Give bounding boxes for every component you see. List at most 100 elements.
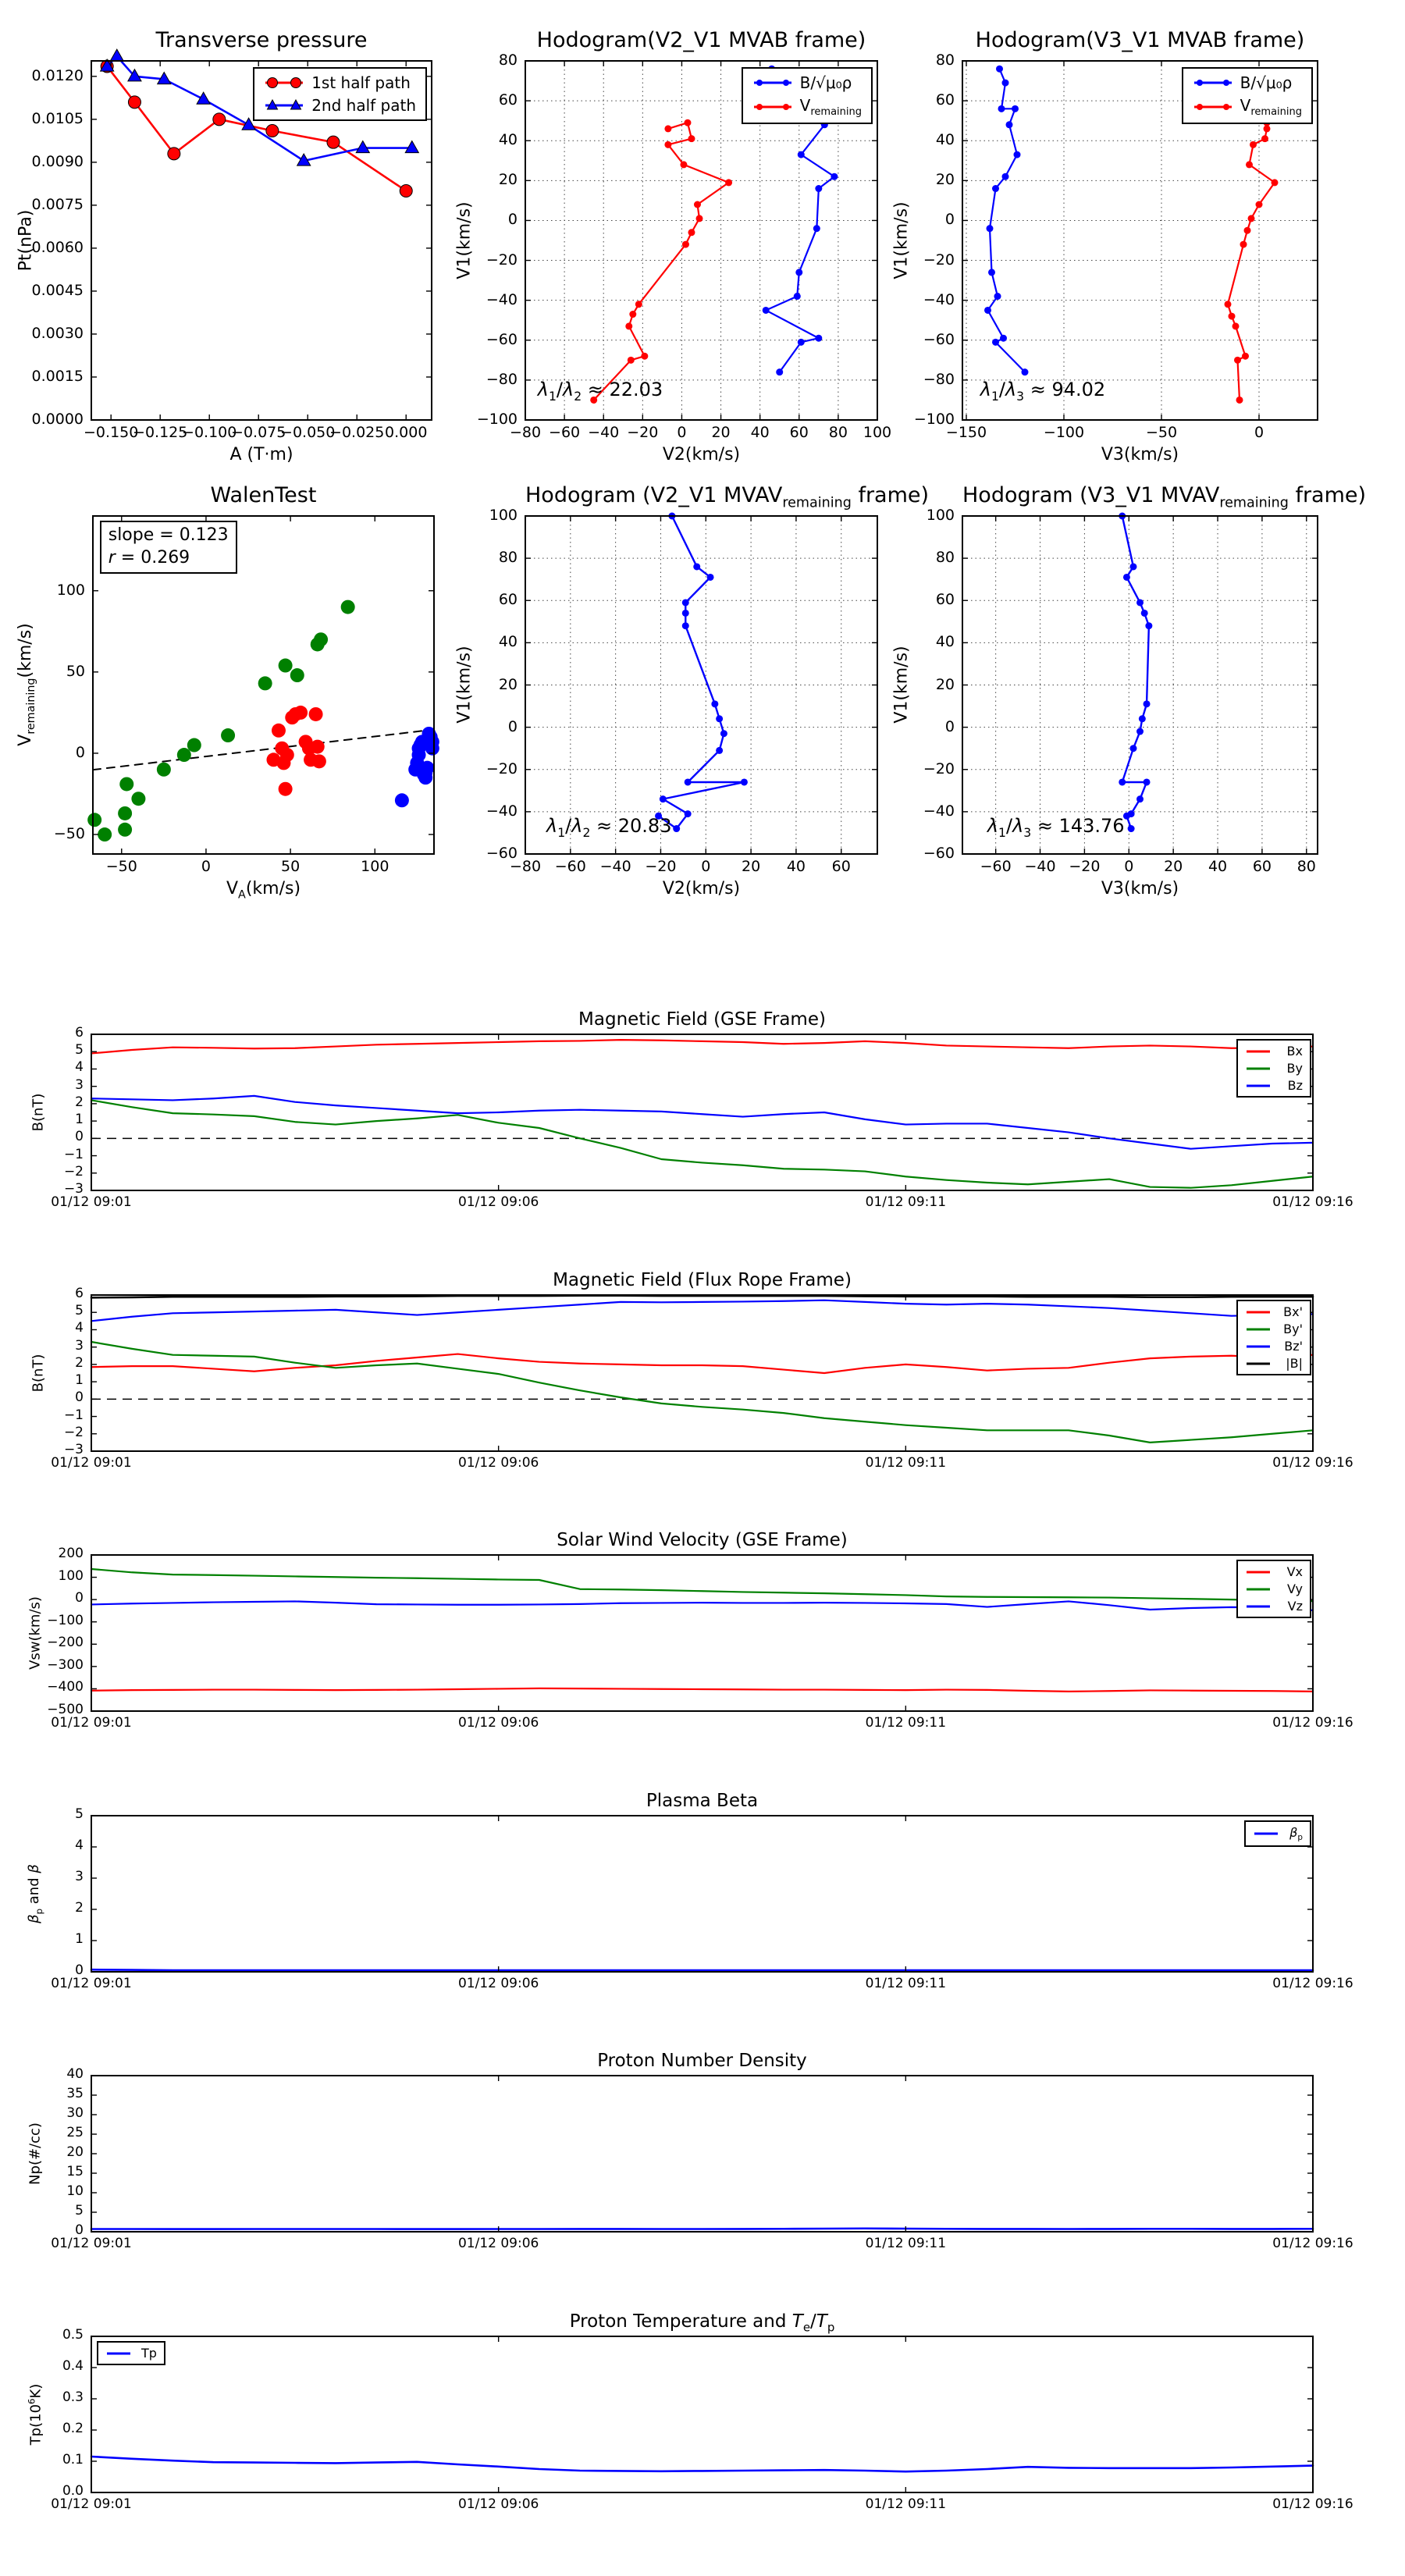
legend-swatch-icon [1247,1084,1270,1087]
y-tick-label: 0.0 [62,2483,84,2499]
chart-title: Hodogram (V2_V1 MVAVremaining frame) [525,483,930,511]
annotation: λ1/λ2 ≈ 20.83 [546,815,672,840]
data-point [221,728,236,743]
y-tick-label: 1 [75,1112,84,1128]
x-tick-label: −0.025 [329,424,385,441]
data-point [706,573,714,581]
legend-swatch-icon [1247,1571,1270,1573]
legend-swatch-icon [1254,1832,1278,1835]
chart-walen-test [87,515,439,855]
x-tick-label: 100 [361,858,389,875]
data-point [265,124,279,138]
y-tick-label: 0 [507,717,518,735]
axes-frame [91,60,432,421]
x-tick-label: 01/12 09:01 [51,2496,132,2512]
data-point [1240,240,1247,248]
y-tick-label: 60 [498,591,518,609]
data-point [196,91,212,105]
legend-label: Vy [1287,1582,1303,1596]
y-tick-label: 15 [66,2164,84,2179]
data-point [776,368,784,376]
data-point [1243,226,1251,234]
data-point [1242,352,1249,360]
x-tick-label: −150 [945,424,987,441]
x-tick-label: −60 [549,424,581,441]
legend-swatch-icon [1247,1588,1270,1590]
legend-label: Vremaining [1240,96,1302,118]
y-tick-label: −100 [476,411,518,428]
data-point [831,173,838,180]
legend-swatch-icon [1247,1311,1270,1313]
data-point [156,71,172,85]
data-point [1127,825,1135,833]
x-tick-label: 01/12 09:01 [51,2236,132,2251]
x-tick-label: −0.125 [133,424,188,441]
axes-frame [525,60,878,421]
y-tick-label: −40 [486,802,518,820]
y-tick-label: −200 [47,1635,84,1651]
y-tick-label: 25 [66,2125,84,2140]
legend-entry: Bx' [1245,1304,1303,1319]
y-tick-label: 60 [498,91,518,109]
x-tick-label: −20 [645,858,677,875]
x-tick-label: 01/12 09:11 [865,1455,947,1471]
x-tick-label: 01/12 09:11 [865,2496,947,2512]
annotation: λ1/λ2 ≈ 22.03 [537,379,663,404]
chart-hodogram-v3v1-mvab [962,60,1318,421]
data-point [988,269,995,276]
data-point [278,658,293,673]
data-point [994,293,1001,301]
legend-box: 1st half path 2nd half path [253,67,427,121]
series-By [90,1099,1314,1189]
axes-frame [91,1815,1314,1973]
data-point [740,778,748,786]
data-point [1129,563,1137,571]
legend-swatch-icon [1247,1328,1270,1330]
y-tick-label: 80 [935,549,955,567]
data-point [695,215,703,222]
data-point [98,827,112,842]
axes-frame [962,515,1318,855]
x-tick-label: 0 [677,424,687,441]
legend-entry: Vz [1245,1599,1303,1614]
chart-title: Proton Number Density [597,2051,807,2071]
y-tick-label: 4 [75,1059,84,1076]
chart-title: Solar Wind Velocity (GSE Frame) [557,1530,848,1550]
annotation: λ1/λ3 ≈ 94.02 [980,379,1106,404]
data-point [271,723,286,738]
x-tick-label: −40 [599,858,631,875]
chart-magnetic-field-gse [90,1034,1314,1191]
data-point [394,793,409,808]
data-point [1138,715,1146,723]
legend-entry: Bz' [1245,1339,1303,1354]
x-tick-label: 01/12 09:16 [1272,1976,1353,1991]
y-tick-label: −80 [923,370,955,388]
y-tick-label: 5 [75,1806,84,1822]
legend-label: Vremaining [799,96,862,118]
data-point [355,140,371,154]
x-tick-label: 20 [711,424,731,441]
legend-swatch-icon [753,104,791,110]
x-tick-label: −0.100 [182,424,237,441]
x-tick-label: 40 [750,424,770,441]
x-tick-label: −0.075 [231,424,286,441]
y-tick-label: 40 [498,633,518,651]
y-tick-label: 2 [75,1094,84,1110]
y-tick-label: 100 [489,507,518,524]
y-tick-label: −60 [486,330,518,348]
chart-title: Magnetic Field (GSE Frame) [578,1009,826,1030]
y-tick-label: 100 [926,507,955,524]
legend-box: Bx By Bz [1236,1039,1311,1098]
x-tick-label: 0.000 [385,424,428,441]
chart-solar-wind-velocity [90,1554,1314,1712]
series-beta_p [90,1968,1314,1972]
x-tick-label: 60 [831,858,851,875]
data-point [659,795,667,803]
chart-title: Transverse pressure [155,28,368,52]
series-Vz [90,1600,1314,1611]
data-point [290,668,304,683]
series-Vx [90,1687,1314,1692]
y-tick-label: 20 [66,2144,84,2160]
legend-label: βp [1289,1825,1303,1843]
